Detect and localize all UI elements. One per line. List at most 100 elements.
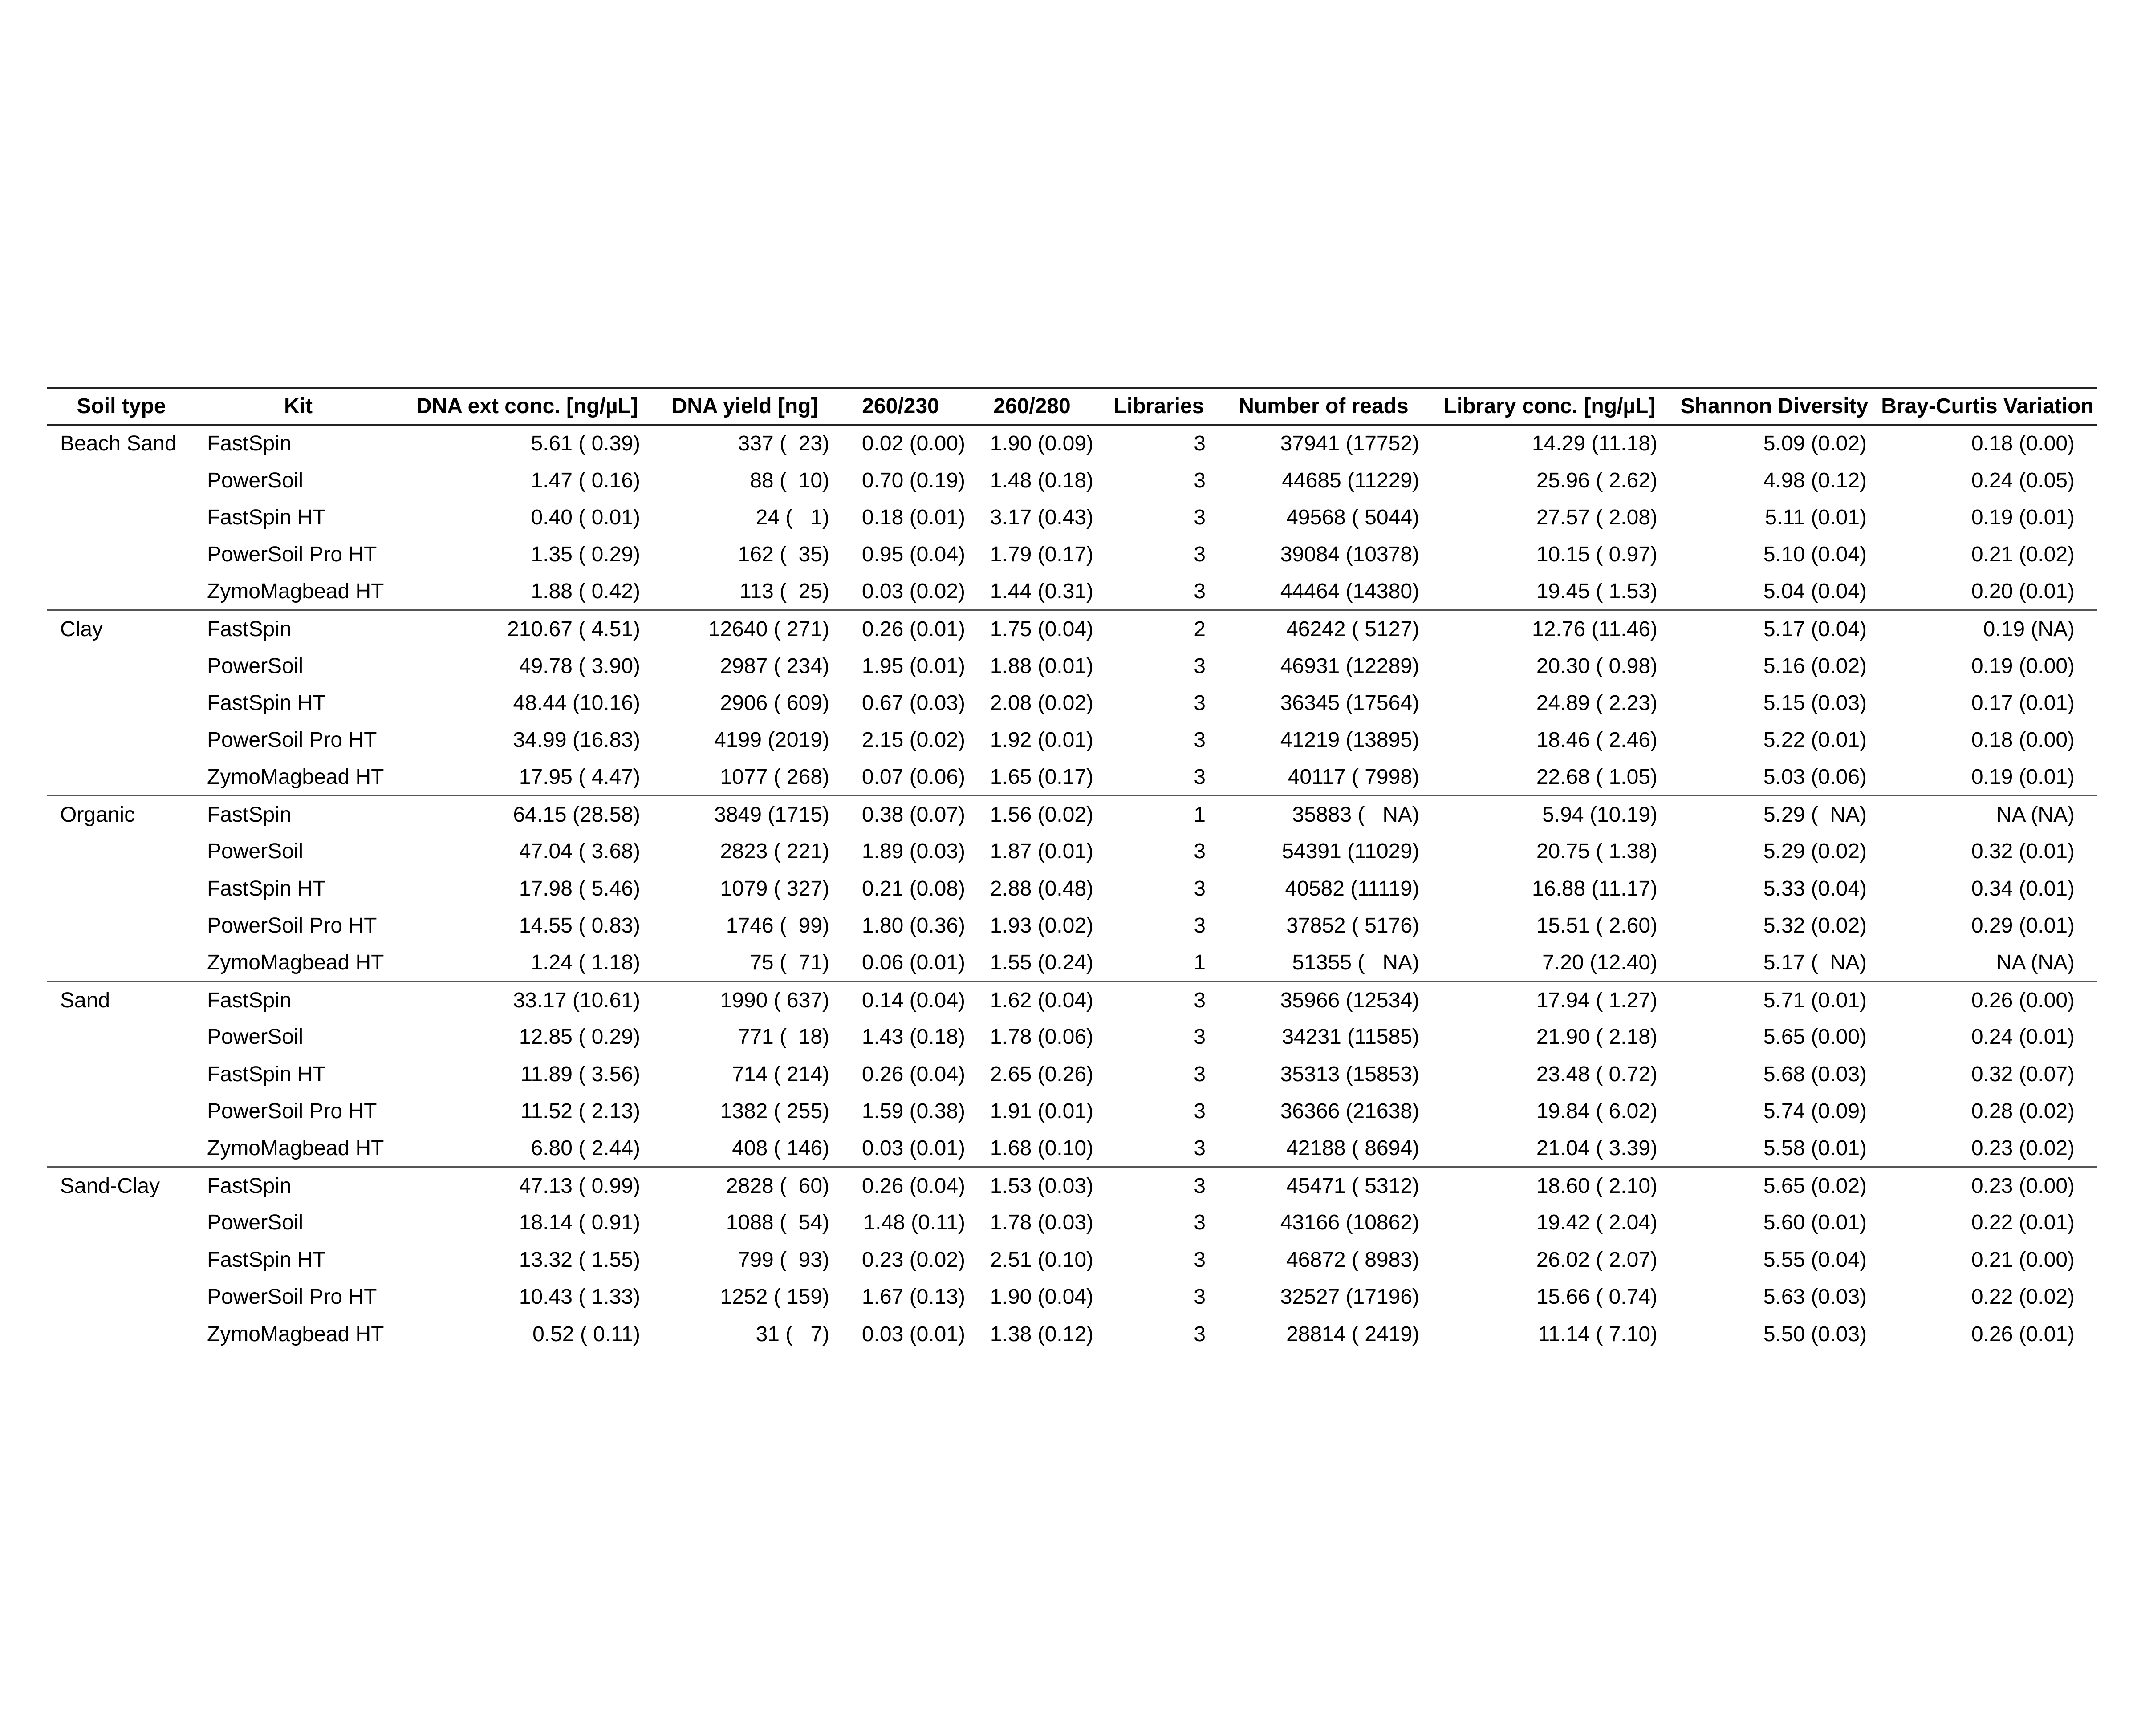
cell-260-280: 1.65 (0.17): [990, 765, 1093, 789]
cell-library-conc: 19.84 ( 6.02): [1536, 1099, 1658, 1124]
cell-kit: PowerSoil: [207, 468, 304, 492]
cell-260-280: 1.79 (0.17): [990, 543, 1093, 567]
cell-number-of-reads: 43166 (10862): [1280, 1211, 1419, 1235]
cell-soil-type: Sand-Clay: [47, 1166, 196, 1205]
header-260-230: 260/230: [836, 387, 965, 426]
cell-number-of-reads: 35313 (15853): [1280, 1062, 1419, 1086]
table-row: FastSpin HT 11.89 ( 3.56) 714 ( 214) 0.26 (…: [47, 1056, 2097, 1093]
cell-260-230: 0.95 (0.04): [861, 543, 965, 567]
cell-shannon-diversity: 5.17 (0.04): [1671, 609, 1878, 648]
cell-dna-yield: 113 ( 25): [739, 580, 829, 603]
cell-shannon-diversity: 5.04 (0.04): [1763, 580, 1867, 603]
cell-number-of-reads: 36345 (17564): [1280, 691, 1419, 715]
cell-dna-ext-conc: 47.13 ( 0.99): [401, 1166, 654, 1205]
cell-dna-ext-conc: 5.61 ( 0.39): [531, 432, 640, 456]
cell-libraries: 3: [1099, 1166, 1219, 1205]
cell-libraries: 3: [1194, 468, 1206, 492]
table-row: ZymoMagbead HT 0.52 ( 0.11) 31 ( 7) 0.03 (0…: [47, 1315, 2097, 1352]
cell-dna-ext-conc: 210.67 ( 4.51): [401, 609, 654, 648]
cell-number-of-reads: 36366 (21638): [1280, 1099, 1419, 1124]
cell-260-230: 0.02 (0.00): [861, 432, 965, 456]
table-row: Sand FastSpin 33.17 (10.61) 1990 ( 637) 0.14…: [47, 981, 2097, 1019]
cell-260-230: 1.89 (0.03): [861, 840, 965, 864]
header-dna-ext-conc: DNA ext conc. [ng/µL]: [401, 387, 654, 426]
cell-dna-yield: 31 ( 7): [756, 1322, 829, 1346]
cell-dna-ext-conc: 49.78 ( 3.90): [519, 654, 640, 678]
table-row: PowerSoil 47.04 ( 3.68) 2823 ( 221) 1.89 (0…: [47, 833, 2097, 870]
cell-library-conc: 20.75 ( 1.38): [1536, 840, 1658, 864]
table-row: Beach Sand FastSpin 5.61 ( 0.39) 337 ( 23) 0…: [47, 425, 2097, 462]
cell-kit: FastSpin: [196, 795, 401, 833]
cell-soil-type: [47, 907, 196, 944]
cell-bray-curtis-variation: NA (NA): [1996, 950, 2075, 974]
cell-dna-ext-conc: 64.15 (28.58): [401, 795, 654, 833]
cell-library-conc: 15.66 ( 0.74): [1536, 1285, 1658, 1309]
cell-libraries: 2: [1099, 609, 1219, 648]
cell-260-280: 1.56 (0.02): [965, 795, 1099, 833]
cell-soil-type: [47, 1204, 196, 1241]
cell-260-280: 1.92 (0.01): [990, 728, 1093, 752]
cell-number-of-reads: 40117 ( 7998): [1288, 765, 1419, 789]
cell-dna-yield: 408 ( 146): [732, 1136, 829, 1160]
cell-bray-curtis-variation: 0.23 (0.02): [1971, 1136, 2075, 1160]
cell-library-conc: 10.15 ( 0.97): [1536, 543, 1658, 567]
header-soil-type: Soil type: [47, 387, 196, 426]
cell-260-230: 0.26 (0.04): [836, 1166, 965, 1205]
cell-number-of-reads: 34231 (11585): [1282, 1025, 1419, 1049]
cell-dna-yield: 1746 ( 99): [726, 914, 829, 938]
cell-bray-curtis-variation: 0.22 (0.01): [1971, 1211, 2075, 1235]
cell-shannon-diversity: 5.58 (0.01): [1763, 1136, 1867, 1160]
header-dna-yield: DNA yield [ng]: [654, 387, 836, 426]
cell-dna-ext-conc: 47.04 ( 3.68): [519, 840, 640, 864]
cell-soil-type: [47, 1056, 196, 1093]
table-row: ZymoMagbead HT 1.88 ( 0.42) 113 ( 25) 0.03 …: [47, 573, 2097, 610]
cell-number-of-reads: 46872 ( 8983): [1286, 1248, 1419, 1272]
table-row: FastSpin HT 13.32 ( 1.55) 799 ( 93) 0.23 (0…: [47, 1241, 2097, 1278]
cell-kit: FastSpin HT: [207, 505, 326, 529]
header-kit: Kit: [196, 387, 401, 426]
cell-soil-type: [47, 647, 196, 684]
cell-library-conc: 22.68 ( 1.05): [1536, 765, 1658, 789]
cell-libraries: 3: [1194, 1099, 1206, 1124]
cell-dna-yield: 1088 ( 54): [726, 1211, 829, 1235]
cell-soil-type: [47, 462, 196, 499]
cell-number-of-reads: 51355 ( NA): [1292, 950, 1419, 974]
cell-kit: ZymoMagbead HT: [207, 765, 384, 789]
cell-shannon-diversity: 5.15 (0.03): [1763, 691, 1867, 715]
cell-shannon-diversity: 5.32 (0.02): [1763, 914, 1867, 938]
cell-260-230: 1.67 (0.13): [861, 1285, 965, 1309]
header-260-280: 260/280: [965, 387, 1099, 426]
table-row: PowerSoil Pro HT 1.35 ( 0.29) 162 ( 35) 0.9…: [47, 536, 2097, 573]
cell-260-230: 0.14 (0.04): [836, 981, 965, 1019]
cell-dna-yield: 771 ( 18): [738, 1025, 829, 1049]
cell-library-conc: 11.14 ( 7.10): [1538, 1322, 1658, 1346]
cell-260-280: 1.48 (0.18): [990, 468, 1093, 492]
cell-dna-yield: 1382 ( 255): [720, 1099, 829, 1124]
cell-library-conc: 12.76 (11.46): [1428, 609, 1671, 648]
cell-number-of-reads: 42188 ( 8694): [1286, 1136, 1419, 1160]
cell-dna-yield: 88 ( 10): [750, 468, 829, 492]
cell-bray-curtis-variation: 0.32 (0.07): [1971, 1062, 2075, 1086]
cell-260-280: 1.88 (0.01): [990, 654, 1093, 678]
results-table: Soil type Kit DNA ext conc. [ng/µL] DNA …: [47, 387, 2097, 1353]
cell-soil-type: [47, 685, 196, 722]
cell-dna-yield: 1990 ( 637): [654, 981, 836, 1019]
cell-dna-ext-conc: 1.24 ( 1.18): [531, 950, 640, 974]
cell-dna-yield: 2906 ( 609): [720, 691, 829, 715]
cell-kit: FastSpin: [196, 981, 401, 1019]
table-row: Organic FastSpin 64.15 (28.58) 3849 (1715) 0…: [47, 795, 2097, 833]
cell-soil-type: Beach Sand: [60, 432, 177, 456]
cell-dna-yield: 24 ( 1): [756, 505, 829, 529]
cell-shannon-diversity: 5.09 (0.02): [1763, 432, 1867, 456]
cell-number-of-reads: 37941 (17752): [1280, 432, 1419, 456]
cell-libraries: 3: [1194, 654, 1206, 678]
cell-libraries: 3: [1194, 1322, 1206, 1346]
cell-kit: PowerSoil Pro HT: [207, 914, 377, 938]
table-row: ZymoMagbead HT 17.95 ( 4.47) 1077 ( 268) 0.…: [47, 759, 2097, 796]
cell-260-280: 2.88 (0.48): [990, 876, 1093, 900]
cell-kit: FastSpin: [207, 432, 292, 456]
cell-library-conc: 16.88 (11.17): [1532, 876, 1658, 900]
cell-bray-curtis-variation: 0.26 (0.01): [1971, 1322, 2075, 1346]
cell-dna-ext-conc: 48.44 (10.16): [513, 691, 640, 715]
cell-dna-ext-conc: 11.52 ( 2.13): [520, 1099, 640, 1124]
